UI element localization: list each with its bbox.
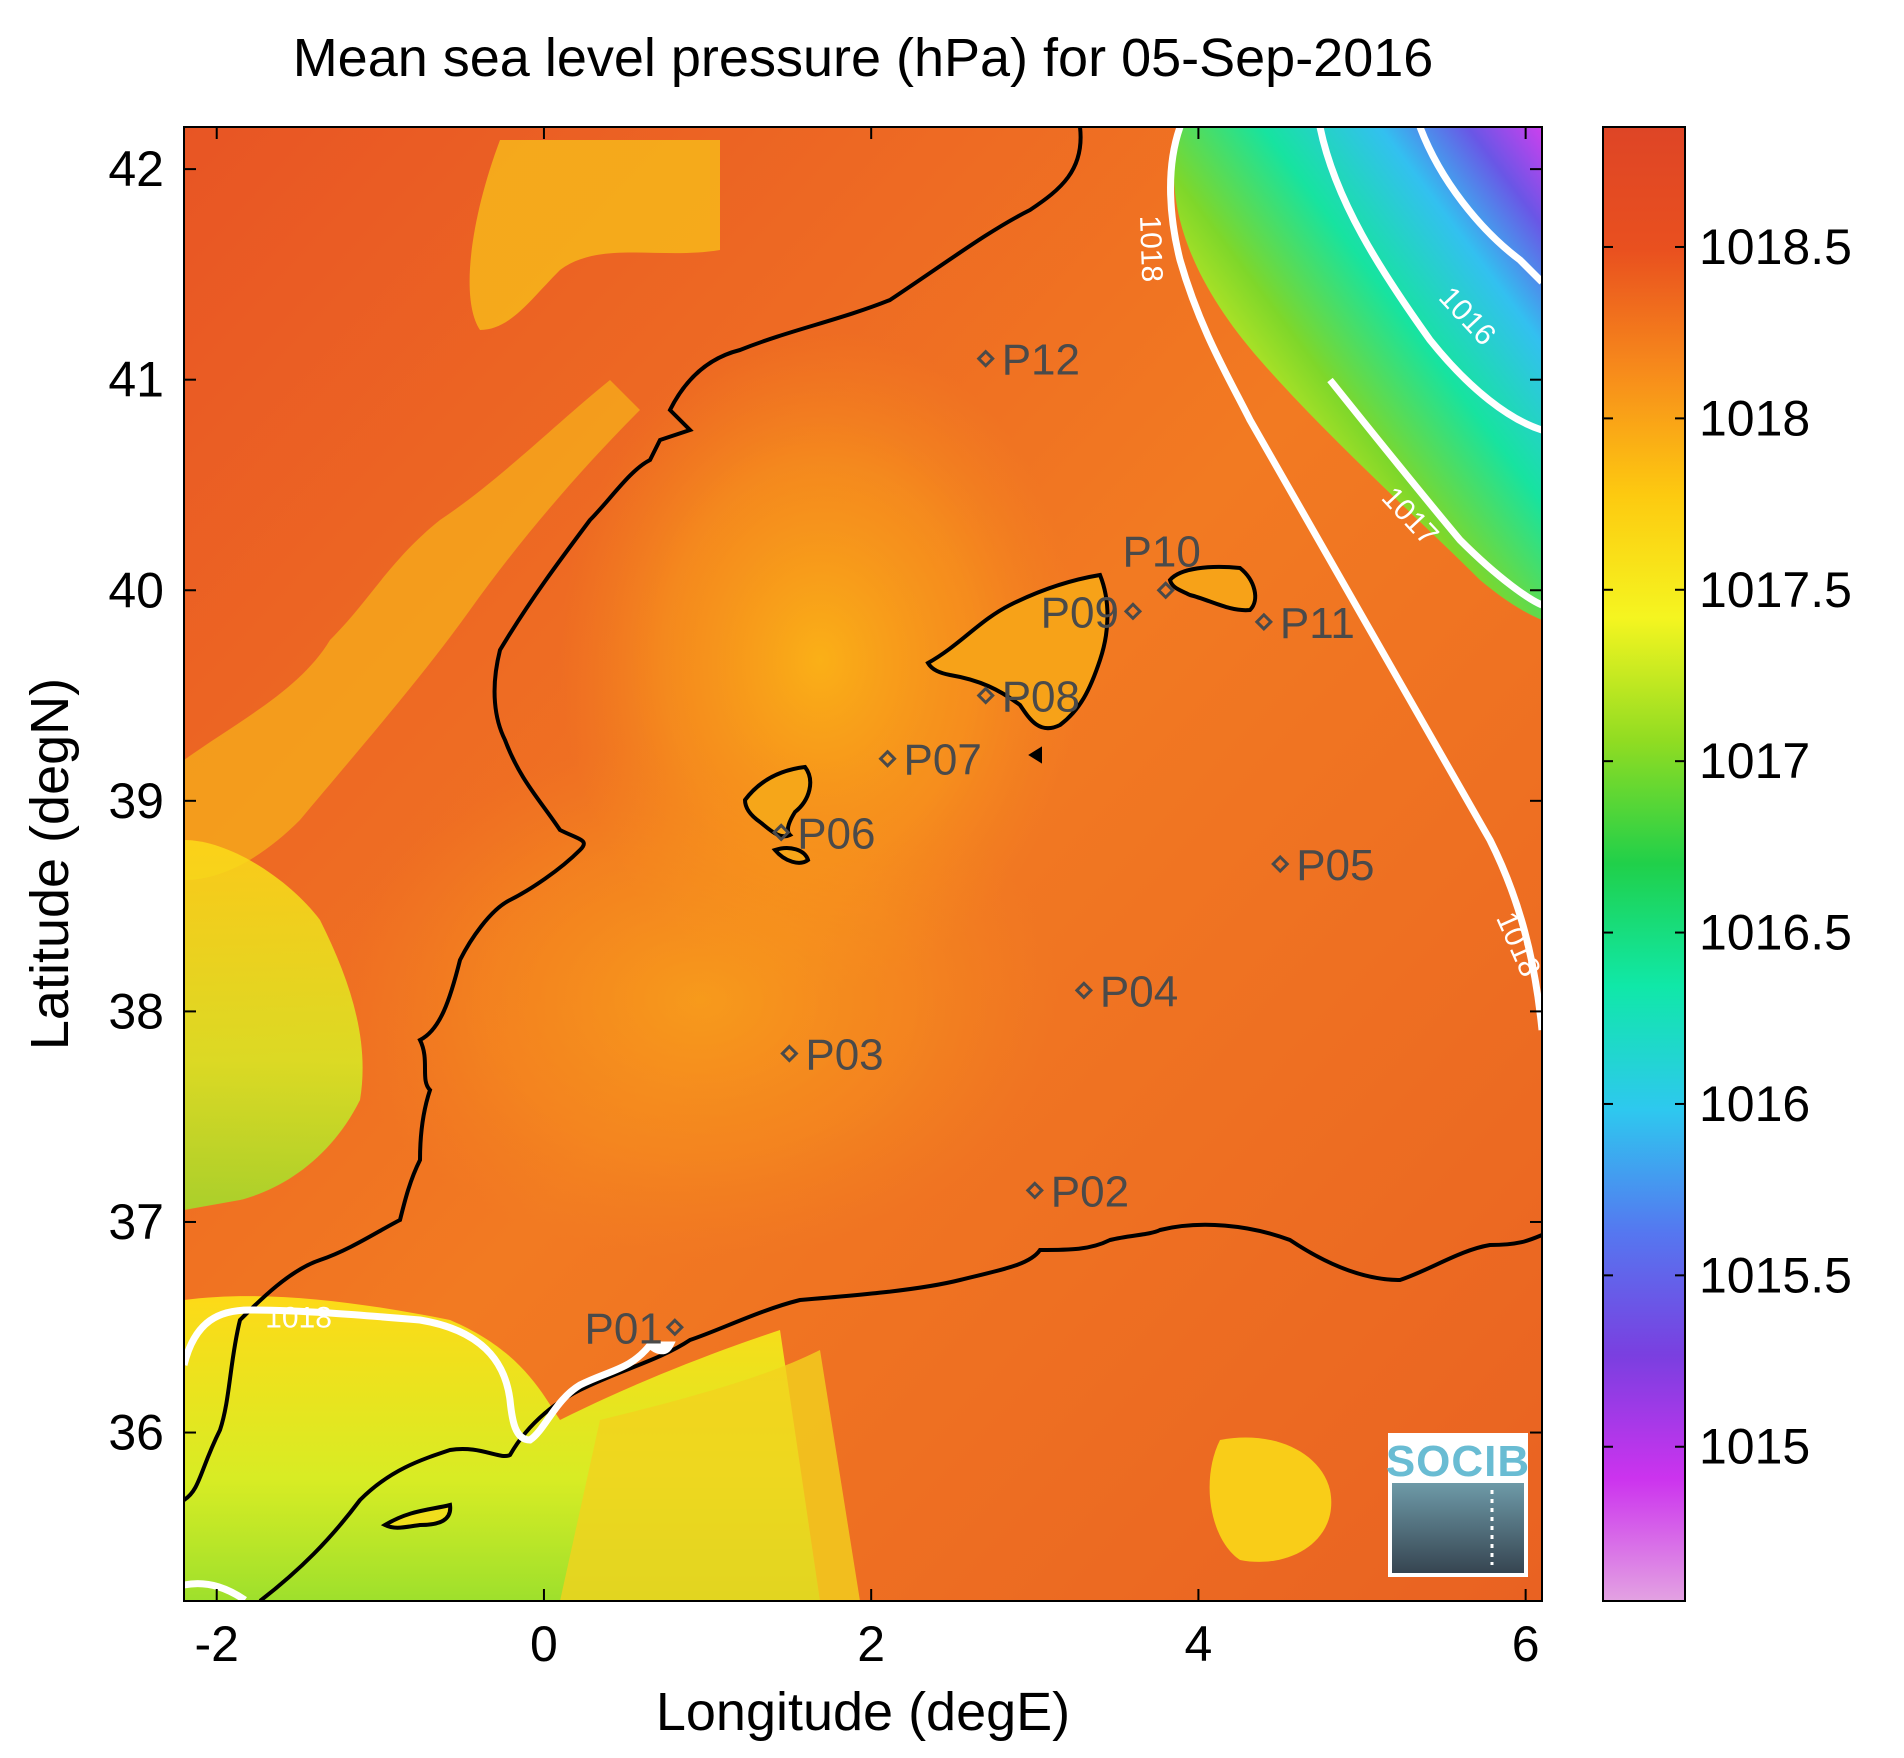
station-marker [976,349,995,368]
y-tick-label: 39 [108,773,164,829]
station-label: P07 [904,736,982,785]
chart-title: Mean sea level pressure (hPa) for 05-Sep… [293,28,1434,88]
station-marker [665,1318,684,1337]
station-label: P11 [1280,599,1355,648]
station-marker [1156,581,1175,600]
station-label: P10 [1123,527,1201,576]
x-axis: -2 0 2 4 6 [194,127,1540,1672]
colorbar-tick-label: 1016.5 [1699,905,1852,961]
station-marker [1254,612,1273,631]
station-label: P04 [1100,967,1178,1016]
colorbar-tick-label: 1015.5 [1699,1247,1852,1303]
colorbar-ticks: 1015 1015.5 1016 1016.5 1017 1017.5 1018 1018.5 [1603,219,1852,1475]
y-tick-label: 41 [108,352,164,408]
colorbar-tick-label: 1017 [1699,733,1810,789]
x-tick-label: 6 [1512,1616,1540,1672]
colorbar-tick-label: 1018 [1699,390,1810,446]
y-axis-label: Latitude (degN) [20,678,80,1050]
y-tick-label: 37 [108,1194,164,1250]
y-tick-label: 42 [108,141,164,197]
colorbar-tick-label: 1015 [1699,1419,1810,1475]
x-tick-label: 0 [530,1616,558,1672]
station-label: P08 [1002,673,1080,722]
colorbar-tick-label: 1017.5 [1699,562,1852,618]
station-label: P09 [1041,588,1119,637]
x-tick-label: 4 [1185,1616,1213,1672]
colorbar-scale [1602,126,1686,1602]
socib-logo: SOCIB [1386,1433,1530,1577]
x-axis-label: Longitude (degE) [656,1682,1070,1742]
station-marker [878,749,897,768]
station-label: P06 [797,809,875,858]
station-marker [1123,602,1143,621]
station-label: P03 [805,1031,883,1080]
station-label: P12 [1002,336,1080,385]
colorbar: 1015 1015.5 1016 1016.5 1017 1017.5 1018 1018.5 [1602,126,1852,1602]
station-marker [780,1044,799,1063]
station-marker [1025,1181,1044,1200]
station-label: P02 [1051,1167,1129,1216]
y-tick-label: 38 [108,983,164,1039]
contour-label: 1018 [1133,215,1168,283]
colorbar-tick-label: 1016 [1699,1076,1810,1132]
y-axis: 36 37 38 39 40 41 42 [108,141,1542,1461]
plot-frame [183,126,1543,1602]
y-tick-label: 40 [108,562,164,618]
x-tick-label: 2 [857,1616,885,1672]
station-label: P01 [585,1304,663,1353]
y-tick-label: 36 [108,1405,164,1461]
contour-label: 1018 [265,1301,332,1334]
station-marker [772,823,791,842]
colorbar-tick-label: 1018.5 [1699,219,1852,275]
station-marker [976,686,995,705]
station-label: P05 [1296,841,1374,890]
logo-text: SOCIB [1386,1437,1530,1486]
station-marker [1271,854,1290,874]
x-tick-label: -2 [194,1616,238,1672]
station-marker [1074,981,1094,1000]
